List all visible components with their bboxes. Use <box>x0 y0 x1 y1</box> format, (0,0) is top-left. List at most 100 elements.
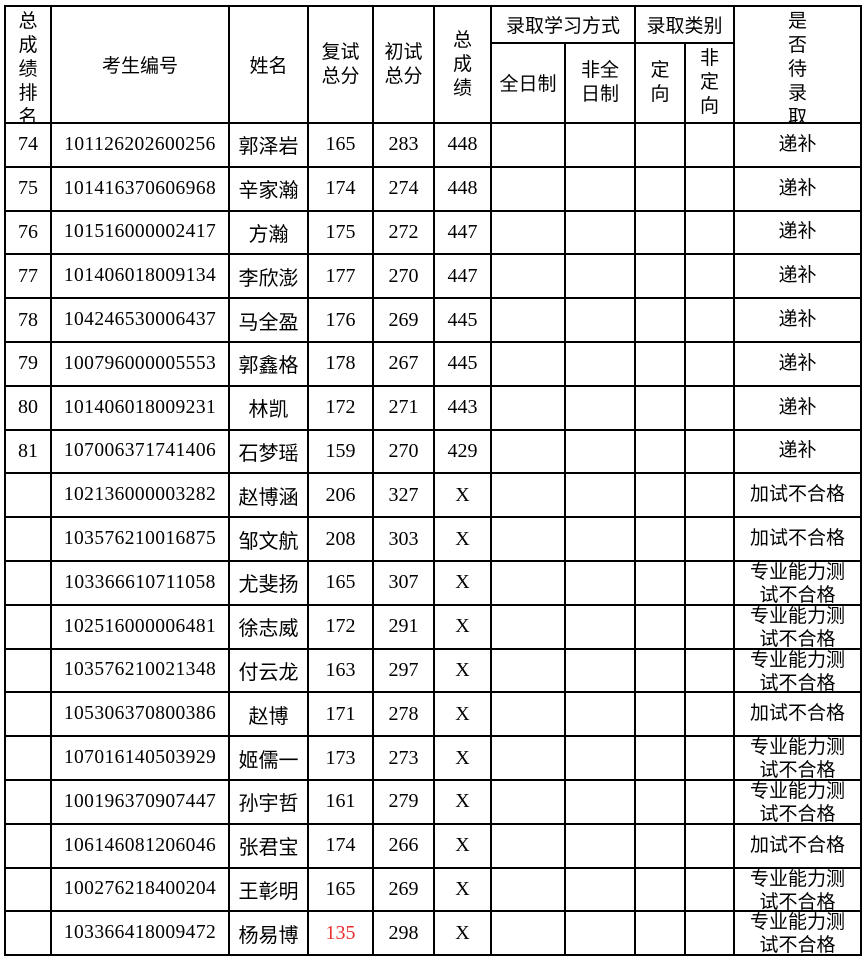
cell-part-time <box>563 384 637 431</box>
cell-total-score: 429 <box>433 428 492 475</box>
cell-non-directed <box>684 165 736 212</box>
cell-non-directed <box>684 910 736 957</box>
cell-full-time <box>490 384 566 431</box>
cell-rank: 81 <box>4 428 52 475</box>
cell-name: 赵博涵 <box>228 472 309 519</box>
cell-total-score: X <box>433 472 492 519</box>
header-part-time: 非全日制 <box>563 41 637 125</box>
cell-pending-status: 专业能力测试不合格 <box>733 647 863 694</box>
table-header: 总成绩排名 考生编号 姓名 复试总分 初试总分 总成绩 录取学习方式 录取类别 … <box>4 5 863 125</box>
cell-name: 张君宝 <box>228 822 309 869</box>
cell-retest-total: 174 <box>307 165 374 212</box>
cell-retest-total: 175 <box>307 209 374 256</box>
cell-rank: 75 <box>4 165 52 212</box>
cell-initial-total: 303 <box>372 516 435 562</box>
cell-retest-total: 172 <box>307 603 374 650</box>
cell-total-score: X <box>433 910 492 957</box>
table-row: 103576210016875 邹文航 208 303 X 加试不合格 <box>4 516 863 562</box>
cell-rank <box>4 559 52 606</box>
header-candidate-id: 考生编号 <box>50 5 230 124</box>
cell-candidate-id: 107016140503929 <box>50 735 230 781</box>
cell-candidate-id: 100796000005553 <box>50 340 230 387</box>
cell-rank <box>4 735 52 781</box>
cell-rank: 78 <box>4 297 52 343</box>
cell-pending-status: 专业能力测试不合格 <box>733 735 863 781</box>
header-category-group: 录取类别 <box>634 5 736 44</box>
header-study-mode-group: 录取学习方式 <box>489 5 637 44</box>
cell-full-time <box>490 428 566 475</box>
cell-part-time <box>563 866 637 913</box>
cell-full-time <box>490 822 566 869</box>
cell-pending-status: 加试不合格 <box>733 472 863 519</box>
cell-total-score: X <box>433 559 492 606</box>
cell-rank <box>4 516 52 562</box>
cell-full-time <box>490 647 566 694</box>
cell-directed <box>634 122 687 168</box>
cell-full-time <box>490 340 566 387</box>
cell-part-time <box>563 297 637 343</box>
cell-pending-status: 加试不合格 <box>733 822 863 869</box>
cell-rank: 74 <box>4 122 52 168</box>
cell-pending-status: 专业能力测试不合格 <box>733 603 863 650</box>
cell-part-time <box>563 472 637 519</box>
cell-name: 郭鑫格 <box>228 340 309 387</box>
cell-part-time <box>563 253 637 300</box>
pending-status-text: 递补 <box>778 440 817 462</box>
cell-total-score: X <box>433 822 492 869</box>
cell-retest-total: 172 <box>307 384 374 431</box>
cell-pending-status: 专业能力测试不合格 <box>733 559 863 606</box>
cell-retest-total: 135 <box>307 910 374 957</box>
cell-initial-total: 283 <box>372 122 435 168</box>
cell-total-score: X <box>433 516 492 562</box>
cell-non-directed <box>684 253 736 300</box>
cell-candidate-id: 101416370606968 <box>50 165 230 212</box>
cell-candidate-id: 101126202600256 <box>50 122 230 168</box>
cell-pending-status: 专业能力测试不合格 <box>733 778 863 825</box>
header-rank: 总成绩排名 <box>4 5 52 124</box>
cell-retest-total: 174 <box>307 822 374 869</box>
cell-candidate-id: 106146081206046 <box>50 822 230 869</box>
cell-total-score: X <box>433 603 492 650</box>
table-row: 75 101416370606968 辛家瀚 174 274 448 递补 <box>4 165 863 212</box>
cell-name: 石梦瑶 <box>228 428 309 475</box>
pending-status-text: 递补 <box>778 265 817 287</box>
cell-initial-total: 327 <box>372 472 435 519</box>
cell-part-time <box>563 428 637 475</box>
cell-rank: 77 <box>4 253 52 300</box>
cell-directed <box>634 340 687 387</box>
cell-name: 赵博 <box>228 691 309 738</box>
cell-candidate-id: 103366610711058 <box>50 559 230 606</box>
results-table: 总成绩排名 考生编号 姓名 复试总分 初试总分 总成绩 录取学习方式 录取类别 … <box>4 5 863 957</box>
cell-name: 王彰明 <box>228 866 309 913</box>
cell-initial-total: 278 <box>372 691 435 738</box>
cell-retest-total: 177 <box>307 253 374 300</box>
cell-rank <box>4 866 52 913</box>
cell-directed <box>634 735 687 781</box>
cell-part-time <box>563 647 637 694</box>
cell-part-time <box>563 516 637 562</box>
pending-status-text: 加试不合格 <box>750 703 846 725</box>
cell-full-time <box>490 122 566 168</box>
pending-status-text: 专业能力测试不合格 <box>750 605 846 650</box>
cell-non-directed <box>684 647 736 694</box>
cell-name: 郭泽岩 <box>228 122 309 168</box>
cell-pending-status: 递补 <box>733 165 863 212</box>
cell-full-time <box>490 297 566 343</box>
cell-initial-total: 279 <box>372 778 435 825</box>
cell-retest-total: 178 <box>307 340 374 387</box>
pending-status-text: 递补 <box>778 221 817 243</box>
cell-initial-total: 271 <box>372 384 435 431</box>
cell-directed <box>634 822 687 869</box>
cell-name: 马全盈 <box>228 297 309 343</box>
cell-pending-status: 专业能力测试不合格 <box>733 866 863 913</box>
cell-directed <box>634 516 687 562</box>
cell-rank <box>4 603 52 650</box>
table-row: 106146081206046 张君宝 174 266 X 加试不合格 <box>4 822 863 869</box>
cell-retest-total: 163 <box>307 647 374 694</box>
pending-status-text: 专业能力测试不合格 <box>750 780 846 825</box>
table-row: 81 107006371741406 石梦瑶 159 270 429 递补 <box>4 428 863 475</box>
cell-retest-total: 165 <box>307 122 374 168</box>
table-row: 103366610711058 尤斐扬 165 307 X 专业能力测试不合格 <box>4 559 863 606</box>
cell-candidate-id: 107006371741406 <box>50 428 230 475</box>
cell-retest-total: 165 <box>307 559 374 606</box>
